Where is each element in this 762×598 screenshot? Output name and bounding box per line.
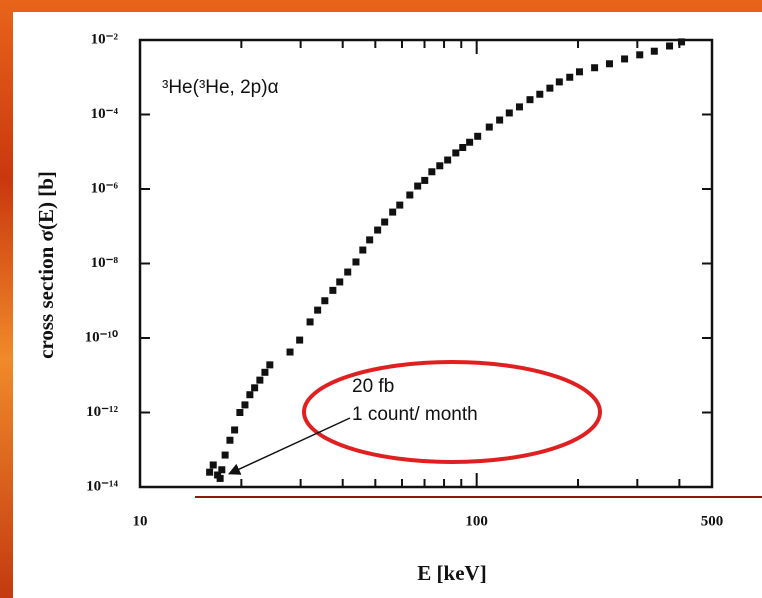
data-point	[515, 103, 523, 111]
data-point	[678, 38, 686, 46]
y-axis-label: cross section σ(E) [b]	[34, 171, 58, 359]
data-point	[359, 246, 367, 254]
data-point	[251, 384, 259, 392]
data-point	[605, 60, 613, 68]
data-point	[231, 426, 239, 434]
data-point	[296, 336, 304, 344]
data-point	[414, 182, 422, 190]
data-point	[306, 318, 314, 326]
data-point	[526, 96, 534, 104]
data-point	[485, 123, 493, 131]
x-tick-label: 10	[133, 513, 148, 529]
data-point	[321, 297, 329, 305]
y-tick-label: 10⁻⁶	[91, 180, 119, 196]
data-point	[329, 286, 337, 294]
data-point	[218, 466, 226, 474]
data-point	[314, 306, 322, 314]
data-point	[221, 451, 229, 459]
data-point	[459, 144, 467, 152]
data-point	[421, 176, 429, 184]
data-point	[236, 409, 244, 416]
data-point	[374, 226, 382, 234]
figure-panel	[13, 12, 762, 598]
y-tick-label: 10⁻¹⁰	[85, 329, 118, 345]
x-axis-label: E [keV]	[417, 561, 486, 585]
data-point	[406, 191, 414, 199]
data-point	[226, 436, 234, 444]
data-point	[505, 109, 513, 117]
data-point	[575, 68, 583, 76]
annotation: 1 count/ month	[352, 404, 478, 425]
data-point	[650, 47, 658, 55]
x-tick-label: 100	[465, 513, 488, 529]
chart-title: ³He(³He, 2p)α	[162, 77, 279, 98]
data-point	[336, 278, 344, 286]
y-tick-label: 10⁻²	[91, 31, 119, 47]
data-point	[436, 162, 444, 170]
data-point	[352, 258, 360, 266]
data-point	[591, 64, 599, 72]
data-point	[546, 84, 554, 92]
data-point	[474, 132, 482, 140]
data-point	[344, 268, 352, 276]
data-point	[466, 138, 474, 146]
data-point	[452, 149, 460, 157]
data-point	[428, 168, 436, 176]
x-tick-label: 500	[701, 513, 724, 529]
data-point	[496, 116, 504, 124]
data-point	[621, 55, 629, 63]
data-point	[566, 73, 574, 81]
y-tick-label: 10⁻¹⁴	[86, 478, 118, 494]
y-tick-label: 10⁻⁴	[91, 106, 119, 122]
annotation-arrow	[228, 417, 351, 475]
data-point	[246, 391, 254, 399]
data-point	[286, 348, 294, 356]
data-point	[381, 218, 389, 226]
data-point	[389, 208, 397, 216]
data-point	[261, 368, 269, 376]
data-point	[444, 156, 452, 164]
data-point	[366, 236, 374, 244]
data-point	[256, 376, 264, 384]
y-tick-label: 10⁻¹²	[86, 404, 118, 420]
data-point	[396, 201, 404, 209]
data-point	[209, 461, 217, 469]
data-point	[216, 474, 224, 482]
data-point	[555, 78, 563, 86]
annotation: 20 fb	[352, 376, 394, 397]
data-point	[536, 90, 544, 98]
y-tick-label: 10⁻⁸	[91, 255, 119, 271]
data-point	[241, 401, 249, 409]
highlight-ellipse	[302, 360, 602, 464]
data-point	[666, 42, 674, 50]
data-point	[266, 361, 274, 369]
data-point	[206, 468, 214, 476]
data-point	[636, 51, 644, 59]
